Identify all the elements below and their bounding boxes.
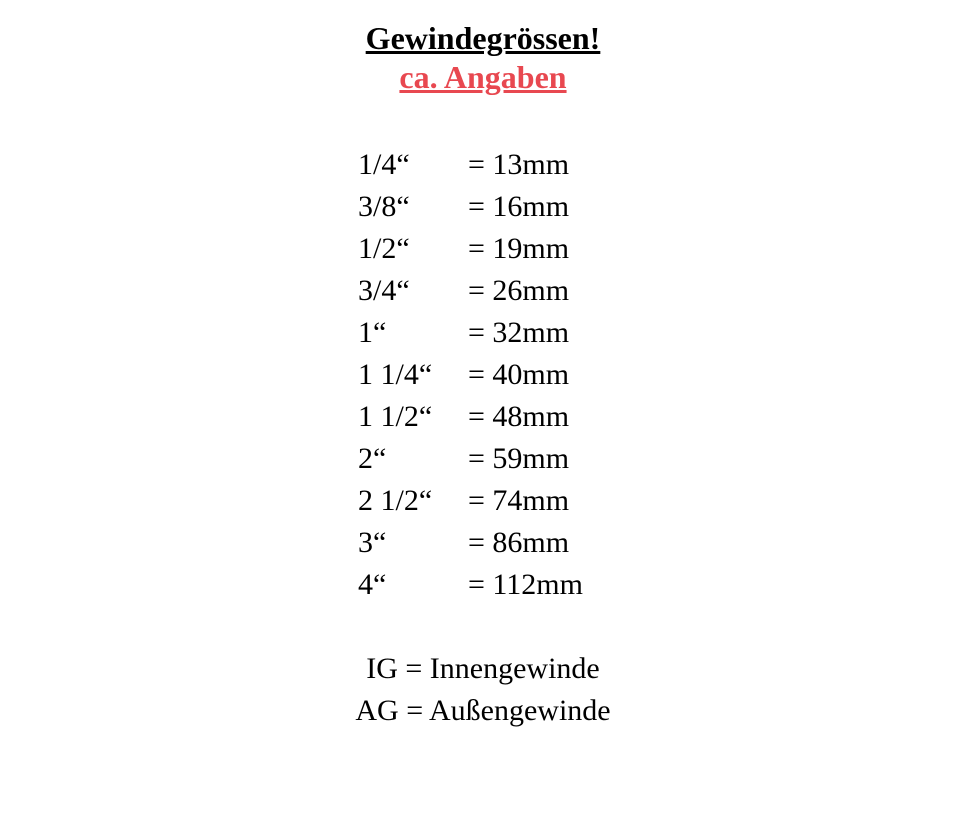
value-cell: = 40mm (468, 354, 608, 396)
page-subtitle: ca. Angaben (399, 59, 566, 96)
size-cell: 1 1/4“ (358, 354, 468, 396)
table-row: 2 1/2“ = 74mm (358, 480, 608, 522)
size-cell: 1/4“ (358, 144, 468, 186)
table-row: 3/4“ = 26mm (358, 270, 608, 312)
size-cell: 3/8“ (358, 186, 468, 228)
value-cell: = 86mm (468, 522, 608, 564)
table-row: 2“ = 59mm (358, 438, 608, 480)
table-row: 3/8“ = 16mm (358, 186, 608, 228)
value-cell: = 112mm (468, 564, 608, 606)
document-container: Gewindegrössen! ca. Angaben 1/4“ = 13mm … (0, 20, 966, 732)
value-cell: = 74mm (468, 480, 608, 522)
size-cell: 3/4“ (358, 270, 468, 312)
table-row: 1“ = 32mm (358, 312, 608, 354)
size-cell: 2 1/2“ (358, 480, 468, 522)
legend-item: IG = Innengewinde (366, 648, 600, 690)
value-cell: = 26mm (468, 270, 608, 312)
legend: IG = Innengewinde AG = Außengewinde (355, 648, 610, 732)
size-cell: 2“ (358, 438, 468, 480)
size-cell: 1/2“ (358, 228, 468, 270)
size-table: 1/4“ = 13mm 3/8“ = 16mm 1/2“ = 19mm 3/4“… (358, 144, 608, 606)
size-cell: 1“ (358, 312, 468, 354)
table-row: 1 1/2“ = 48mm (358, 396, 608, 438)
size-cell: 1 1/2“ (358, 396, 468, 438)
size-cell: 3“ (358, 522, 468, 564)
page-title: Gewindegrössen! (366, 20, 601, 57)
table-row: 3“ = 86mm (358, 522, 608, 564)
value-cell: = 16mm (468, 186, 608, 228)
size-cell: 4“ (358, 564, 468, 606)
value-cell: = 13mm (468, 144, 608, 186)
value-cell: = 48mm (468, 396, 608, 438)
table-row: 1/4“ = 13mm (358, 144, 608, 186)
table-row: 1/2“ = 19mm (358, 228, 608, 270)
value-cell: = 19mm (468, 228, 608, 270)
table-row: 1 1/4“ = 40mm (358, 354, 608, 396)
table-row: 4“ = 112mm (358, 564, 608, 606)
value-cell: = 59mm (468, 438, 608, 480)
value-cell: = 32mm (468, 312, 608, 354)
legend-item: AG = Außengewinde (355, 690, 610, 732)
